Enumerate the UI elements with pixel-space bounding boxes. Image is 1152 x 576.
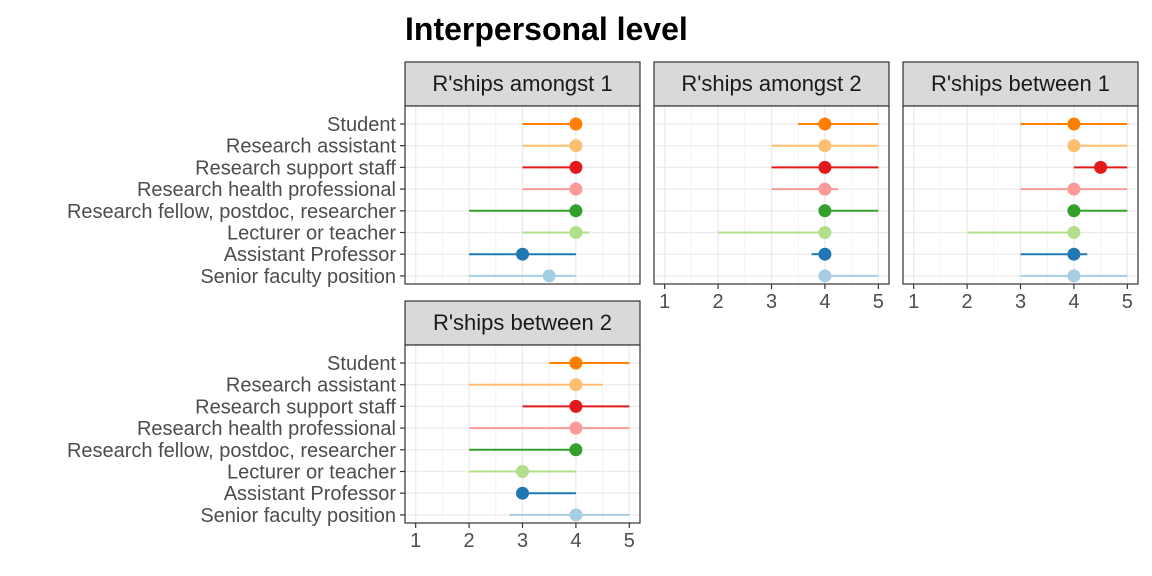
x-tick-label: 4: [570, 530, 581, 552]
median-point: [542, 269, 556, 283]
x-tick-label: 2: [464, 530, 475, 552]
y-tick-label: Research support staff: [195, 157, 396, 179]
median-point: [569, 139, 583, 153]
facet-strip: [404, 61, 641, 107]
median-point: [569, 421, 583, 435]
y-tick-label: Research health professional: [137, 179, 396, 201]
median-point: [569, 399, 583, 413]
x-tick-label: 2: [962, 291, 973, 313]
median-point: [1067, 226, 1081, 239]
y-tick-label: Research fellow, postdoc, researcher: [67, 440, 396, 462]
y-tick-label: Lecturer or teacher: [227, 462, 396, 484]
median-point: [818, 269, 832, 283]
chart-title: Interpersonal level: [405, 11, 688, 47]
y-tick-label: Assistant Professor: [224, 244, 397, 266]
median-point: [569, 508, 583, 522]
median-point: [1067, 139, 1081, 153]
y-tick-label: Research support staff: [195, 396, 396, 418]
y-tick-label: Research assistant: [226, 136, 397, 158]
facet-strip-label: R'ships between 1: [931, 71, 1110, 96]
y-tick-label: Student: [327, 114, 396, 136]
median-point: [516, 465, 529, 478]
median-point: [1067, 182, 1081, 196]
y-tick-label: Senior faculty position: [200, 266, 396, 288]
x-tick-label: 4: [819, 291, 830, 313]
x-tick-label: 1: [908, 291, 919, 313]
facet-panel-3: R'ships between 1 1 2 3 4 5: [902, 61, 1139, 313]
y-tick-label: Lecturer or teacher: [227, 223, 396, 245]
x-tick-label: 5: [624, 530, 635, 552]
median-point: [569, 356, 583, 370]
median-point: [569, 182, 583, 196]
median-point: [569, 204, 583, 218]
facet-panel-2: R'ships amongst 2 1 2 3 4 5: [653, 61, 890, 313]
x-tick-label: 3: [1015, 291, 1026, 313]
x-tick-label: 5: [873, 291, 884, 313]
x-tick-label: 2: [713, 291, 724, 313]
median-point: [1067, 269, 1081, 283]
panel-border: [404, 105, 641, 285]
median-point: [569, 226, 583, 239]
facet-strip-label: R'ships amongst 1: [432, 71, 612, 96]
median-point: [516, 247, 529, 261]
median-point: [569, 443, 583, 457]
median-point: [818, 117, 832, 131]
median-point: [1067, 247, 1081, 261]
median-point: [569, 117, 583, 131]
median-point: [818, 247, 832, 261]
x-tick-label: 3: [517, 530, 528, 552]
median-point: [569, 160, 583, 174]
median-point: [818, 182, 832, 196]
median-point: [818, 226, 832, 239]
y-tick-label: Assistant Professor: [224, 483, 397, 505]
median-point: [1094, 160, 1108, 174]
median-point: [818, 204, 832, 218]
x-tick-label: 1: [410, 530, 421, 552]
median-point: [818, 139, 832, 153]
x-tick-label: 5: [1122, 291, 1133, 313]
median-point: [569, 378, 583, 392]
facet-strip: [902, 61, 1139, 107]
x-tick-label: 3: [766, 291, 777, 313]
y-tick-label: Senior faculty position: [200, 505, 396, 527]
median-point: [1067, 204, 1081, 218]
y-tick-label: Research assistant: [226, 375, 397, 397]
median-point: [818, 160, 832, 174]
facet-strip-label: R'ships amongst 2: [681, 71, 861, 96]
y-tick-label: Research health professional: [137, 418, 396, 440]
y-tick-label: Research fellow, postdoc, researcher: [67, 201, 396, 223]
median-point: [1067, 117, 1081, 131]
median-point: [516, 486, 529, 500]
y-tick-label: Student: [327, 353, 396, 375]
facet-strip-label: R'ships between 2: [433, 310, 612, 335]
x-tick-label: 1: [659, 291, 670, 313]
x-tick-label: 4: [1068, 291, 1079, 313]
